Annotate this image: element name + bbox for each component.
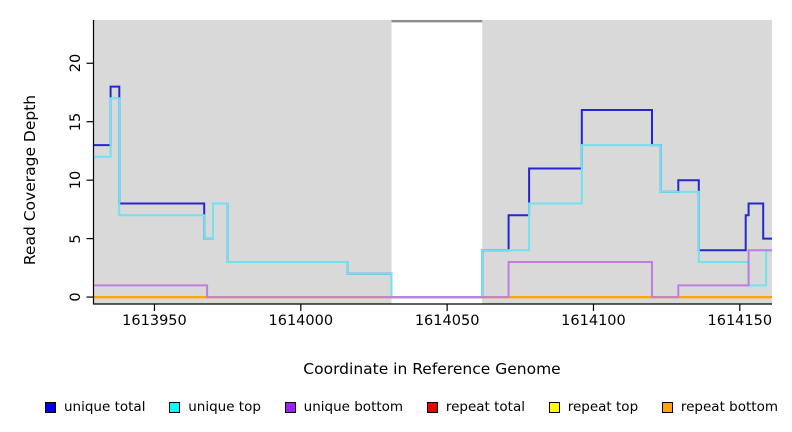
gap-band [391,20,483,304]
legend-swatch-icon [661,401,673,413]
legend-item-repeat-total: repeat total [426,399,525,415]
x-tick-label: 1614150 [707,313,773,329]
y-tick-label: 0 [68,292,84,302]
x-tick-label: 1613950 [122,313,187,329]
x-tick-label: 1614100 [561,313,626,329]
legend-item-unique-bottom: unique bottom [284,399,404,415]
legend-label: unique total [64,399,146,415]
y-tick-label: 20 [68,54,84,73]
legend-swatch-icon [169,401,181,413]
legend-label: unique bottom [303,399,404,415]
legend-item-repeat-bottom: repeat bottom [661,399,778,415]
legend-label: repeat bottom [680,399,778,415]
x-axis-title: Coordinate in Reference Genome [303,360,561,378]
legend-swatch-icon [426,401,438,413]
y-axis-title: Read Coverage Depth [21,94,39,266]
x-tick-label: 1614050 [414,313,480,329]
y-tick-label: 5 [68,233,84,244]
series-line-unique-bottom [93,249,772,299]
x-tick-label: 1614000 [268,313,334,329]
y-tick-label: 10 [68,170,84,190]
legend-item-repeat-top: repeat top [548,399,639,415]
legend-label: unique top [188,399,261,415]
legend-item-unique-total: unique total [45,399,145,415]
legend-swatch-icon [548,401,560,413]
legend-item-unique-top: unique top [169,399,261,415]
y-tick-label: 15 [68,112,84,131]
legend-swatch-icon [284,401,296,413]
legend-label: repeat total [445,399,525,415]
legend: unique total unique top unique bottom repea… [0,397,792,417]
legend-swatch-icon [45,401,56,413]
legend-label: repeat top [567,399,639,415]
